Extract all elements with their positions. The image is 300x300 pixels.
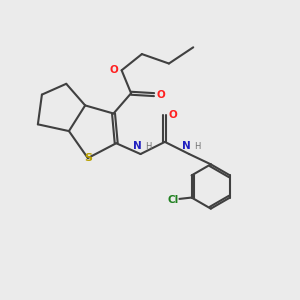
Text: Cl: Cl	[168, 195, 179, 205]
Text: N: N	[133, 142, 142, 152]
Text: N: N	[182, 142, 190, 152]
Text: H: H	[194, 142, 200, 151]
Text: H: H	[146, 142, 152, 151]
Text: S: S	[84, 153, 92, 163]
Text: O: O	[168, 110, 177, 120]
Text: O: O	[156, 90, 165, 100]
Text: O: O	[110, 65, 118, 75]
